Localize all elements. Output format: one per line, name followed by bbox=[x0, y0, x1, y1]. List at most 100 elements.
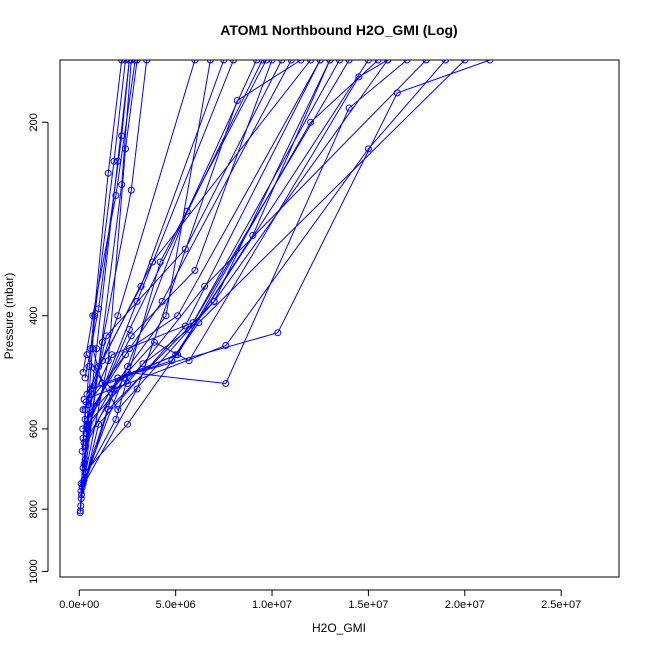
y-axis-label: Pressure (mbar) bbox=[2, 273, 16, 360]
series-34-point-3 bbox=[195, 319, 203, 327]
series-26-point-4 bbox=[422, 60, 430, 64]
plot-frame bbox=[59, 59, 620, 578]
series-16-point-5 bbox=[403, 60, 411, 64]
series-6-point-5 bbox=[486, 60, 494, 64]
series-33-point-1 bbox=[89, 345, 97, 353]
series-21-point-3 bbox=[185, 357, 193, 365]
y-tick-label: 600 bbox=[28, 420, 40, 438]
series-26-point-2 bbox=[124, 380, 131, 387]
x-axis-label: H2O_GMI bbox=[312, 621, 366, 635]
series-line-2 bbox=[79, 60, 234, 511]
series-30-point-1 bbox=[79, 368, 87, 376]
series-line-20 bbox=[86, 60, 350, 425]
series-line-6 bbox=[80, 60, 491, 492]
x-tick-label: 0.0e+00 bbox=[59, 599, 99, 611]
series-35-point-3 bbox=[156, 258, 164, 266]
series-25-point-3 bbox=[137, 282, 145, 290]
series-19-point-1 bbox=[79, 425, 87, 433]
series-22-point-4 bbox=[316, 60, 324, 64]
series-15-point-1 bbox=[81, 443, 89, 451]
series-29-point-2 bbox=[95, 305, 103, 313]
y-tick-label: 400 bbox=[28, 307, 40, 325]
series-19-point-3 bbox=[191, 266, 199, 274]
series-23-point-4 bbox=[287, 60, 295, 64]
series-20-point-4 bbox=[345, 60, 353, 64]
series-12-point-4 bbox=[122, 60, 129, 64]
series-6-point-3 bbox=[274, 329, 282, 337]
series-13-point-3 bbox=[127, 186, 135, 194]
series-29-point-4 bbox=[125, 60, 133, 64]
series-19-point-4 bbox=[268, 60, 276, 64]
series-32-point-4 bbox=[384, 60, 392, 64]
series-27-point-4 bbox=[307, 60, 315, 64]
x-tick-label: 1.0e+07 bbox=[252, 599, 292, 611]
series-1-point-3 bbox=[114, 312, 122, 320]
series-9-point-4 bbox=[133, 60, 141, 64]
series-8-point-4 bbox=[253, 60, 261, 64]
series-34-point-1 bbox=[81, 468, 89, 476]
series-12-point-1 bbox=[80, 460, 88, 468]
series-2-point-4 bbox=[230, 60, 237, 64]
series-17-point-3 bbox=[181, 245, 189, 253]
series-12-point-3 bbox=[110, 157, 118, 165]
series-14-point-4 bbox=[118, 60, 126, 64]
series-6-point-1 bbox=[77, 487, 85, 495]
series-23-point-1 bbox=[79, 406, 87, 414]
series-13-point-2 bbox=[98, 338, 106, 346]
series-31-point-2 bbox=[108, 385, 116, 393]
series-30-point-2 bbox=[89, 312, 97, 320]
series-15-point-4 bbox=[364, 145, 372, 153]
series-18-point-5 bbox=[374, 60, 382, 64]
series-33-point-2 bbox=[98, 380, 106, 387]
series-28-point-4 bbox=[364, 60, 372, 64]
series-32-point-1 bbox=[83, 351, 91, 359]
series-20-point-2 bbox=[139, 360, 147, 368]
series-30-point-3 bbox=[112, 192, 120, 199]
series-26-point-3 bbox=[201, 282, 209, 290]
series-1-point-4 bbox=[191, 60, 199, 64]
series-31-point-4 bbox=[206, 60, 214, 64]
series-20-point-1 bbox=[83, 420, 91, 428]
series-21-point-2 bbox=[151, 338, 158, 346]
series-7-point-1 bbox=[78, 483, 86, 491]
series-31-point-1 bbox=[85, 363, 93, 371]
series-22-point-3 bbox=[174, 312, 182, 320]
series-31-point-3 bbox=[162, 312, 170, 320]
series-line-34 bbox=[84, 60, 466, 473]
series-line-5 bbox=[81, 60, 331, 496]
series-line-28 bbox=[90, 60, 369, 390]
series-line-25 bbox=[85, 60, 225, 403]
series-24-point-2 bbox=[108, 351, 116, 359]
series-25-point-4 bbox=[220, 60, 228, 64]
series-34-point-4 bbox=[461, 60, 469, 64]
series-23-point-2 bbox=[122, 351, 129, 359]
series-line-29 bbox=[84, 60, 130, 379]
series-28-point-3 bbox=[172, 351, 180, 359]
series-34-point-2 bbox=[124, 420, 131, 428]
series-18-point-1 bbox=[82, 430, 90, 437]
series-19-point-2 bbox=[127, 332, 135, 340]
series-27-point-1 bbox=[83, 390, 91, 398]
series-2-point-3 bbox=[133, 297, 141, 305]
x-tick-label: 2.0e+07 bbox=[445, 599, 485, 611]
y-tick-label: 1000 bbox=[28, 559, 40, 583]
series-17-point-2 bbox=[102, 332, 110, 340]
series-27-point-2 bbox=[98, 357, 106, 365]
series-15-point-5 bbox=[442, 60, 449, 64]
x-axis: 0.0e+00 5.0e+06 1.0e+07 1.5e+07 2.0e+07 2.5e+… bbox=[59, 589, 581, 611]
series-22-point-1 bbox=[84, 411, 92, 419]
series-10-point-3 bbox=[118, 181, 126, 189]
series-line-35 bbox=[80, 60, 267, 484]
y-axis: 200 400 600 800 1000 bbox=[28, 113, 49, 584]
series-group bbox=[76, 60, 494, 517]
series-7-point-3 bbox=[233, 97, 241, 104]
x-tick-label: 2.5e+07 bbox=[541, 599, 581, 611]
series-line-21 bbox=[84, 60, 388, 420]
series-2-point-1 bbox=[76, 507, 84, 515]
series-35-point-2 bbox=[112, 415, 120, 423]
series-line-30 bbox=[82, 60, 136, 373]
series-3-point-1 bbox=[77, 502, 85, 510]
chart-title: ATOM1 Northbound H2O_GMI (Log) bbox=[220, 22, 457, 38]
